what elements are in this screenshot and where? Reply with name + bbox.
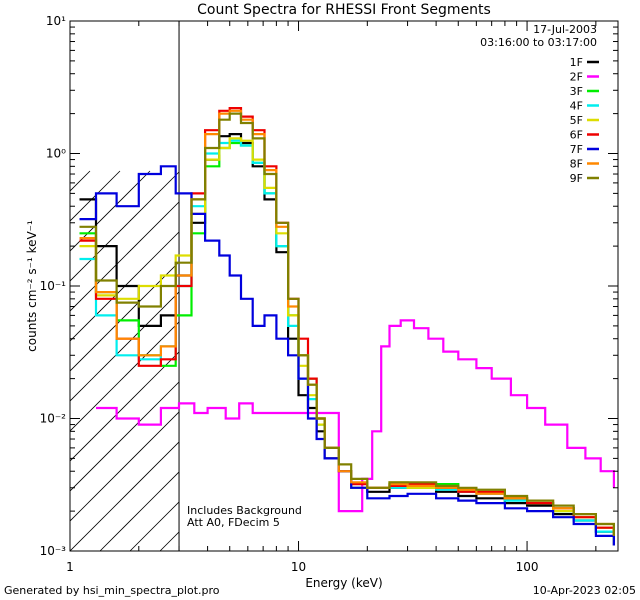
y-tick-label: 10⁻³ bbox=[40, 544, 67, 558]
legend-label-4F: 4F bbox=[570, 100, 583, 113]
y-axis-label: counts cm⁻² s⁻¹ keV⁻¹ bbox=[25, 220, 39, 352]
y-tick-label: 10⁻¹ bbox=[40, 279, 67, 293]
legend-label-8F: 8F bbox=[570, 158, 583, 171]
series-line-9F bbox=[79, 112, 615, 536]
x-axis-label: Energy (keV) bbox=[305, 576, 382, 590]
series-line-2F bbox=[96, 319, 615, 513]
hatch-line bbox=[70, 170, 211, 312]
x-tick-label: 10 bbox=[291, 560, 306, 574]
legend-label-2F: 2F bbox=[570, 71, 583, 84]
hatch-line bbox=[70, 170, 181, 282]
y-tick-label: 10¹ bbox=[46, 14, 66, 28]
legend-label-7F: 7F bbox=[570, 143, 583, 156]
legend-label-6F: 6F bbox=[570, 129, 583, 142]
legend-time-range: 03:16:00 to 03:17:00 bbox=[480, 36, 597, 49]
series-line-7F bbox=[79, 165, 615, 546]
legend-label-5F: 5F bbox=[570, 114, 583, 127]
legend-label-1F: 1F bbox=[570, 56, 583, 69]
legend-label-9F: 9F bbox=[570, 172, 583, 185]
x-tick-label: 100 bbox=[516, 560, 539, 574]
annotation-attenuator: Att A0, FDecim 5 bbox=[187, 516, 280, 529]
hatch-line bbox=[70, 170, 121, 222]
hatch-line bbox=[70, 170, 91, 192]
hatch-line bbox=[70, 170, 241, 342]
annotation-background: Includes Background bbox=[187, 504, 302, 517]
hatch-mask bbox=[179, 21, 618, 551]
series-layer bbox=[79, 107, 615, 546]
y-tick-label: 10⁰ bbox=[46, 147, 66, 161]
footer-date: 10-Apr-2023 02:05 bbox=[533, 584, 636, 597]
footer-generated-by: Generated by hsi_min_spectra_plot.pro bbox=[4, 584, 220, 597]
x-tick-label: 1 bbox=[66, 560, 74, 574]
legend-label-3F: 3F bbox=[570, 85, 583, 98]
excluded-region-hatch bbox=[70, 21, 618, 551]
y-tick-label: 10⁻² bbox=[40, 412, 67, 426]
legend-date: 17-Jul-2003 bbox=[533, 23, 597, 36]
chart-title: Count Spectra for RHESSI Front Segments bbox=[197, 2, 491, 18]
axes-layer: 1 10 100 10⁻³ 10⁻² 10⁻¹ 10⁰ 10¹ bbox=[40, 14, 619, 574]
